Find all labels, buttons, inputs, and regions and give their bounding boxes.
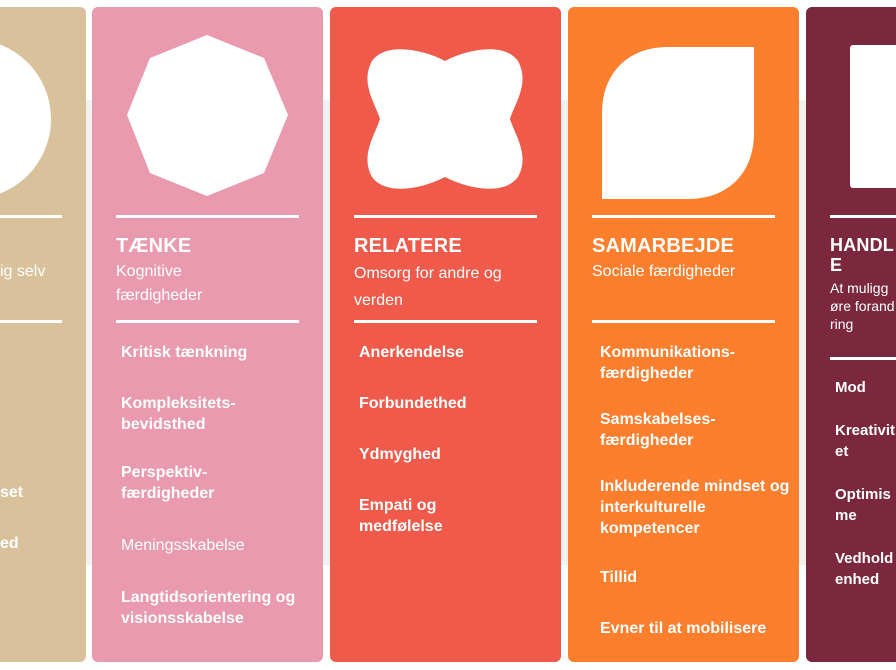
- card-subtitle: Sociale færdigheder: [592, 263, 736, 280]
- divider: [116, 215, 299, 218]
- skill-item[interactable]: Kompleksitets-bevidsthed: [121, 395, 236, 433]
- skill-item[interactable]: Kritisk tænkning: [121, 344, 248, 361]
- divider: [0, 320, 62, 323]
- divider: [354, 215, 537, 218]
- divider: [592, 215, 775, 218]
- circle-icon: [0, 44, 51, 194]
- card-being[interactable]: ig selv set ed: [0, 7, 86, 662]
- skill-item[interactable]: Empati og medfølelse: [359, 497, 443, 535]
- card-title: RELATERE: [354, 235, 462, 257]
- skill-item[interactable]: Optimisme: [835, 486, 891, 524]
- card-thinking[interactable]: TÆNKE Kognitive færdigheder Kritisk tænk…: [92, 7, 323, 662]
- divider: [592, 320, 775, 323]
- skill-item[interactable]: Mod: [835, 379, 866, 396]
- skill-item[interactable]: Vedholdenhed: [835, 550, 894, 588]
- card-title: HANDLE: [830, 235, 894, 275]
- divider: [354, 320, 537, 323]
- skill-item[interactable]: Samskabelses-færdigheder: [600, 411, 716, 449]
- skill-item[interactable]: Kreativitet: [835, 422, 896, 460]
- skill-item[interactable]: Forbundethed: [359, 395, 467, 412]
- skill-item[interactable]: Tillid: [600, 569, 638, 586]
- skill-item[interactable]: Inkluderende mindset og interkulturelle …: [600, 478, 790, 537]
- skill-item[interactable]: Anerkendelse: [359, 344, 464, 361]
- skill-item[interactable]: Kommunikations-færdigheder: [600, 344, 736, 382]
- divider: [116, 320, 299, 323]
- divider: [830, 215, 896, 218]
- divider: [830, 357, 896, 360]
- card-collaborating[interactable]: SAMARBEJDE Sociale færdigheder Kommunika…: [568, 7, 799, 662]
- octagon-icon: [127, 35, 288, 196]
- skill-item[interactable]: Langtidsorientering og visionsskabelse: [121, 589, 296, 627]
- card-subtitle: At muliggøre forandring: [830, 280, 895, 332]
- card-title: TÆNKE: [116, 235, 192, 257]
- square-icon: [850, 45, 896, 188]
- skill-item[interactable]: Ydmyghed: [359, 446, 441, 463]
- card-subtitle: Omsorg for andre og verden: [354, 265, 502, 309]
- card-acting[interactable]: HANDLE At muliggøre forandring Mod Kreat…: [806, 7, 896, 662]
- leaf-icon: [602, 47, 754, 199]
- card-subtitle: ig selv: [0, 263, 46, 280]
- card-title: SAMARBEJDE: [592, 235, 735, 257]
- skill-item[interactable]: set: [0, 484, 24, 501]
- skill-item[interactable]: ed: [0, 535, 19, 552]
- skill-item[interactable]: Perspektiv-færdigheder: [121, 464, 215, 502]
- clover-icon: [367, 49, 523, 189]
- card-relating[interactable]: RELATERE Omsorg for andre og verden Aner…: [330, 7, 561, 662]
- skill-item[interactable]: Evner til at mobilisere: [600, 620, 767, 637]
- divider: [0, 215, 62, 218]
- card-subtitle: Kognitive færdigheder: [116, 263, 203, 304]
- skill-item[interactable]: Meningsskabelse: [121, 537, 245, 554]
